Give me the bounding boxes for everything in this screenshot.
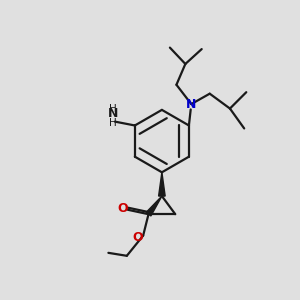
Text: H: H (109, 118, 117, 128)
Polygon shape (146, 196, 162, 216)
Polygon shape (159, 172, 165, 196)
Text: O: O (117, 202, 128, 215)
Text: H: H (109, 103, 117, 114)
Text: N: N (186, 98, 196, 111)
Text: O: O (133, 232, 143, 244)
Text: N: N (108, 106, 118, 119)
